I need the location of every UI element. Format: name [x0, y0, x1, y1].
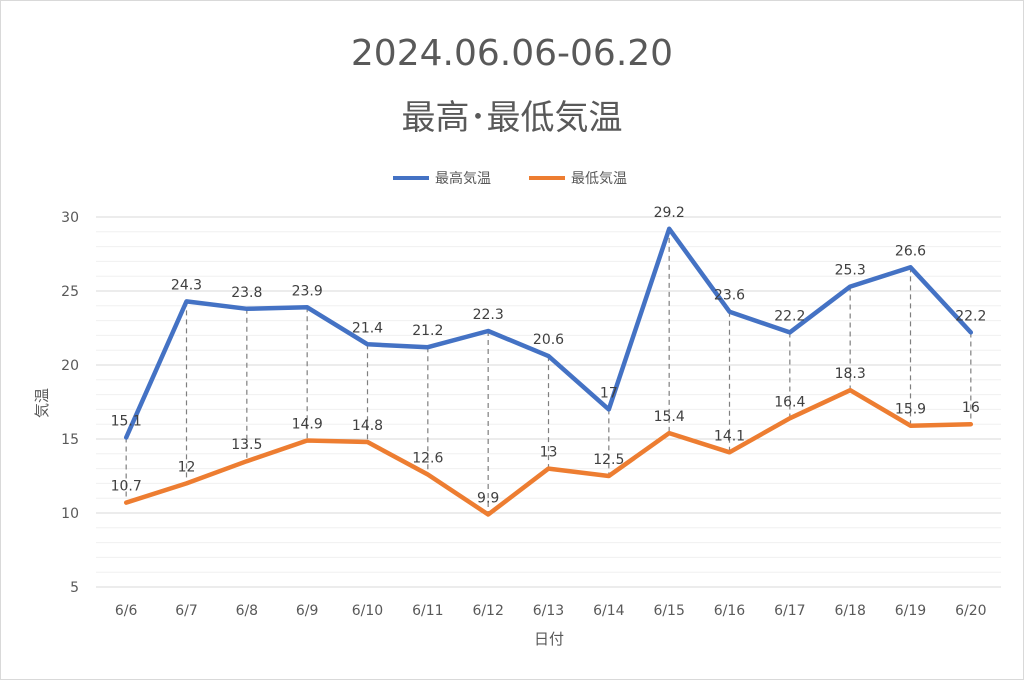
drop-lines: [125, 228, 972, 515]
data-label-low: 14.1: [714, 428, 745, 444]
data-label-low: 14.8: [352, 418, 383, 434]
x-tick-label: 6/7: [175, 603, 198, 619]
data-label-high: 15.1: [111, 414, 142, 430]
y-tick-label: 25: [61, 284, 79, 300]
legend-label-low: 最低気温: [571, 171, 627, 187]
y-tick-label: 20: [61, 358, 79, 374]
legend: 最高気温 最低気温: [393, 170, 627, 187]
x-tick-label: 6/13: [533, 603, 564, 619]
series-lines: [123, 226, 974, 517]
data-label-high: 23.6: [714, 288, 745, 304]
x-tick-label: 6/17: [774, 603, 805, 619]
data-label-high: 26.6: [895, 243, 926, 259]
x-tick-label: 6/10: [352, 603, 383, 619]
x-tick-label: 6/14: [593, 603, 625, 619]
y-axis-title: 気温: [33, 388, 51, 418]
x-tick-label: 6/15: [653, 603, 684, 619]
data-label-low: 12.6: [412, 451, 443, 467]
data-label-low: 15.4: [654, 409, 685, 425]
data-label-low: 14.9: [292, 416, 323, 432]
data-label-high: 23.8: [231, 285, 262, 301]
x-tick-label: 6/19: [895, 603, 926, 619]
chart-title-line1: 2024.06.06-06.20: [351, 33, 673, 74]
data-label-low: 18.3: [835, 366, 866, 382]
series-line-high: [123, 226, 974, 440]
x-tick-label: 6/18: [834, 603, 865, 619]
data-label-high: 17: [600, 385, 618, 401]
y-tick-label: 30: [61, 210, 79, 226]
data-label-high: 21.2: [412, 323, 443, 339]
data-label-high: 25.3: [835, 263, 866, 279]
data-label-high: 22.2: [774, 308, 805, 324]
data-label-high: 29.2: [654, 205, 685, 221]
data-label-high: 23.9: [292, 283, 323, 299]
x-tick-label: 6/11: [412, 603, 443, 619]
series-line-low: [123, 387, 974, 517]
data-label-low: 10.7: [111, 479, 142, 495]
x-tick-label: 6/20: [955, 603, 986, 619]
data-label-high: 20.6: [533, 332, 564, 348]
data-label-low: 9.9: [477, 490, 499, 506]
data-label-high: 24.3: [171, 277, 202, 293]
data-label-low: 13.5: [231, 437, 262, 453]
data-label-low: 16.4: [774, 394, 805, 410]
data-label-low: 12: [178, 459, 196, 475]
data-label-low: 15.9: [895, 402, 926, 418]
y-tick-label: 15: [61, 432, 79, 448]
x-tick-label: 6/6: [115, 603, 138, 619]
x-tick-label: 6/16: [714, 603, 746, 619]
data-label-low: 12.5: [593, 452, 624, 468]
x-tick-label: 6/12: [472, 603, 503, 619]
x-axis-ticks: 6/6 6/7 6/8 6/9 6/10 6/11 6/12 6/13 6/14 6/15 6/16…: [115, 603, 987, 619]
data-label-low: 13: [540, 445, 558, 461]
data-label-high: 22.2: [955, 308, 986, 324]
y-tick-label: 10: [61, 506, 79, 522]
y-axis-ticks: 5 10 15 20 25 30: [61, 210, 79, 596]
data-label-high: 21.4: [352, 320, 383, 336]
data-label-high: 22.3: [473, 307, 504, 323]
data-label-low: 16: [962, 400, 980, 416]
x-tick-label: 6/9: [296, 603, 319, 619]
legend-label-high: 最高気温: [435, 170, 491, 187]
x-axis-title: 日付: [534, 630, 564, 648]
data-labels: 15.1 24.3 23.8 23.9 21.4 21.2 22.3 20.6 17 29.2 23…: [111, 205, 987, 507]
chart-title-line2: 最高･最低気温: [402, 98, 623, 138]
x-tick-label: 6/8: [236, 603, 259, 619]
y-tick-label: 5: [70, 580, 79, 596]
